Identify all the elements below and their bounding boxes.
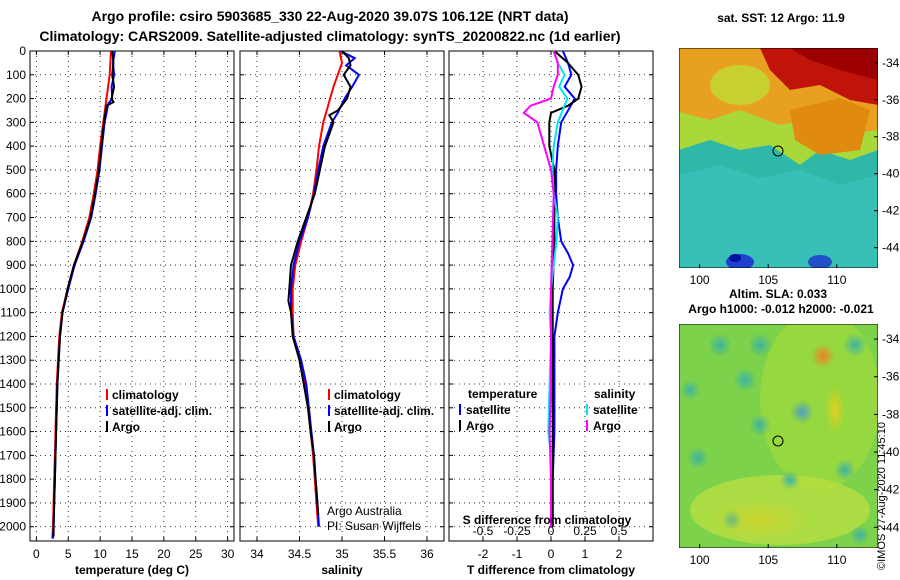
depth-tick-label: 2000 <box>0 520 26 534</box>
depth-tick-label: 1400 <box>0 377 26 391</box>
sla-lat-label: -42 <box>882 483 900 497</box>
depth-tick-label: 1800 <box>0 472 26 486</box>
depth-tick-label: 900 <box>6 258 26 272</box>
legend-label: climatology <box>334 388 401 402</box>
legend-label: satellite <box>466 403 511 417</box>
depth-tick-label: 600 <box>6 187 26 201</box>
sal-tick-label: 0.25 <box>573 524 597 538</box>
sst-lon-label: 100 <box>690 273 710 287</box>
depth-tick-label: 1900 <box>0 496 26 510</box>
sst-lat-label: -36 <box>882 93 900 107</box>
legend-label: satellite-adj. clim. <box>112 404 212 418</box>
sla-lat-label: -44 <box>882 520 900 534</box>
depth-tick-label: 200 <box>6 92 26 106</box>
annotation-pi: PI: Susan Wijffels <box>327 519 421 533</box>
x-tick-label: 2 <box>616 547 623 561</box>
legend-title-salinity: salinity <box>594 387 636 401</box>
series-line-s-argo <box>522 51 559 527</box>
sla-lon-label: 110 <box>827 553 846 567</box>
series-line-t-argo <box>548 51 583 527</box>
sst-lat-label: -38 <box>882 130 900 144</box>
legend-label: Argo <box>466 419 494 433</box>
depth-tick-label: 1700 <box>0 448 26 462</box>
sla-map-title-2: Argo h1000: -0.012 h2000: -0.021 <box>688 302 874 316</box>
x-tick-label: 1 <box>582 547 589 561</box>
annotation-argo-australia: Argo Australia <box>327 504 402 518</box>
legend-title-temperature: temperature <box>468 387 538 401</box>
sla-lon-label: 105 <box>758 553 778 567</box>
x-axis-label: T difference from climatology <box>467 563 635 577</box>
panel-temperature: 0100200300400500600700800900100011001200… <box>0 44 235 577</box>
x-tick-label: 20 <box>157 547 171 561</box>
legend-label: Argo <box>112 420 140 434</box>
x-tick-label: 30 <box>221 547 235 561</box>
x-tick-label: 0 <box>548 547 555 561</box>
panel-differences: -2 -1 0 1 2 T difference from climatology -0.5… <box>448 50 654 577</box>
series-line-s-satellite <box>547 51 569 527</box>
depth-tick-label: 800 <box>6 234 26 248</box>
depth-tick-label: 1100 <box>0 306 26 320</box>
sla-argo-position-marker <box>772 435 784 447</box>
depth-tick-label: 1300 <box>0 353 26 367</box>
x-tick-label: 36 <box>420 547 434 561</box>
legend-label: satellite <box>593 403 638 417</box>
series-line-t-satellite <box>551 51 577 527</box>
x-tick-label: 35.5 <box>373 547 397 561</box>
depth-tick-label: 1000 <box>0 282 26 296</box>
sst-lat-label: -42 <box>882 204 900 218</box>
sal-tick-label: -0.25 <box>503 524 531 538</box>
plot-title-line2: Climatology: CARS2009. Satellite-adjuste… <box>39 28 621 44</box>
sla-map <box>679 324 878 548</box>
x-tick-label: 34.5 <box>288 547 312 561</box>
legend-label: Argo <box>593 419 621 433</box>
sal-tick-label: 0.5 <box>611 524 628 538</box>
depth-tick-label: 100 <box>6 68 26 82</box>
series-line-argo <box>287 51 352 515</box>
series-line-argo <box>52 51 116 537</box>
imos-timestamp: ©IMOS 27-Aug-2020 11:45:10 <box>876 422 888 570</box>
x-axis-label: temperature (deg C) <box>75 563 189 577</box>
sst-argo-position-marker <box>772 145 784 157</box>
x-tick-label: -2 <box>478 547 489 561</box>
sal-tick-label: 0 <box>548 524 555 538</box>
depth-tick-label: 1200 <box>0 329 26 343</box>
depth-tick-label: 1500 <box>0 401 26 415</box>
legend-label: Argo <box>334 420 362 434</box>
sst-lon-label: 110 <box>827 273 846 287</box>
sla-lat-label: -38 <box>882 407 900 421</box>
x-tick-label: 15 <box>125 547 139 561</box>
sst-lat-label: -34 <box>882 56 900 70</box>
panel-salinity: 34 34.5 35 35.5 36 salinity climatology satelli… <box>239 50 445 577</box>
legend-label: satellite-adj. clim. <box>334 404 434 418</box>
depth-tick-label: 400 <box>6 139 26 153</box>
x-tick-label: 5 <box>65 547 72 561</box>
sla-map-title-1: Altim. SLA: 0.033 <box>729 287 827 301</box>
depth-tick-label: 0 <box>19 44 26 58</box>
sla-lat-label: -40 <box>882 445 900 459</box>
x-axis-label: salinity <box>321 563 363 577</box>
x-tick-label: 34 <box>250 547 264 561</box>
depth-tick-label: 1600 <box>0 425 26 439</box>
x-tick-label: -1 <box>512 547 523 561</box>
sst-lat-label: -40 <box>882 167 900 181</box>
sal-axis-label: S difference from climatology <box>463 513 632 527</box>
sla-lon-label: 100 <box>690 553 710 567</box>
sst-map <box>679 48 878 268</box>
x-tick-label: 35 <box>335 547 349 561</box>
x-tick-label: 25 <box>189 547 203 561</box>
sst-lon-label: 105 <box>758 273 778 287</box>
sla-lat-label: -36 <box>882 370 900 384</box>
sst-lat-label: -44 <box>882 241 900 255</box>
sst-map-title: sat. SST: 12 Argo: 11.9 <box>717 11 845 25</box>
x-tick-label: 0 <box>33 547 40 561</box>
depth-tick-label: 300 <box>6 115 26 129</box>
plot-title-line1: Argo profile: csiro 5903685_330 22-Aug-2… <box>91 8 569 24</box>
sla-lat-label: -34 <box>882 332 900 346</box>
x-tick-label: 10 <box>93 547 107 561</box>
depth-tick-label: 500 <box>6 163 26 177</box>
sal-tick-label: -0.5 <box>473 524 494 538</box>
depth-tick-label: 700 <box>6 211 26 225</box>
legend-label: climatology <box>112 388 179 402</box>
